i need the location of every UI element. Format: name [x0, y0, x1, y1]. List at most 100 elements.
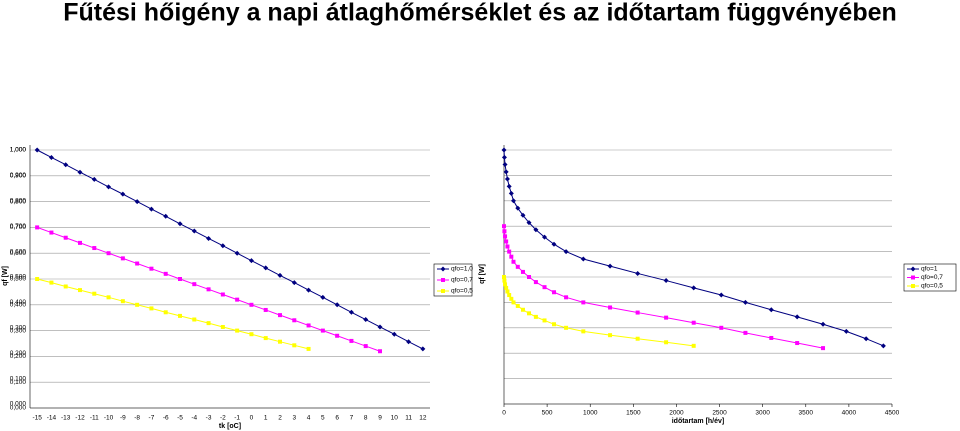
marker: [320, 294, 326, 300]
marker: [206, 287, 211, 292]
marker: [506, 183, 512, 189]
x-tick-label: 2: [278, 415, 282, 422]
marker: [504, 239, 509, 244]
marker: [520, 212, 526, 218]
marker: [527, 311, 532, 316]
marker: [291, 280, 297, 286]
marker: [334, 302, 340, 308]
marker: [911, 284, 915, 288]
marker: [503, 282, 508, 287]
marker: [502, 229, 507, 234]
marker: [504, 285, 509, 290]
x-tick-label: 1: [264, 415, 268, 422]
x-tick-label: 5: [321, 415, 325, 422]
marker: [820, 321, 826, 327]
marker: [542, 285, 547, 290]
marker: [564, 325, 569, 330]
x-tick-label: 3: [292, 415, 296, 422]
marker: [691, 285, 697, 291]
marker: [163, 271, 168, 276]
x-tick-label: -15: [32, 415, 42, 422]
marker: [306, 346, 311, 351]
marker: [377, 324, 383, 330]
x-tick-label: -2: [220, 415, 226, 422]
x-tick-label: 12: [419, 415, 427, 422]
legend-label: qfo=1,0: [451, 266, 473, 273]
marker: [391, 331, 397, 337]
marker: [92, 246, 97, 251]
y-tick-label: 0,700: [10, 224, 27, 231]
x-tick-label: -7: [149, 415, 155, 422]
marker: [192, 317, 197, 322]
y-tick-label: 1,000: [10, 147, 27, 154]
slide-title: Fűtési hőigény a napi átlaghőmérséklet é…: [63, 0, 897, 27]
marker: [263, 265, 269, 271]
marker: [507, 249, 512, 254]
x-tick-label: 2500: [712, 410, 727, 417]
marker: [149, 266, 154, 271]
marker: [363, 344, 368, 349]
marker: [509, 296, 514, 301]
x-tick-label: 1000: [583, 410, 598, 417]
marker: [134, 199, 140, 205]
marker: [607, 263, 613, 269]
marker: [520, 307, 525, 312]
marker: [743, 330, 748, 335]
marker: [742, 299, 748, 305]
marker: [551, 241, 557, 247]
marker: [505, 289, 510, 294]
series-line: [503, 276, 694, 347]
y-tick-label: 0,200: [10, 353, 27, 360]
y-tick-label: 0,400: [10, 302, 27, 309]
marker: [795, 341, 800, 346]
marker: [177, 221, 183, 227]
y-tick-label: 0,900: [10, 172, 27, 179]
marker: [502, 278, 507, 283]
marker: [511, 259, 516, 264]
marker: [106, 295, 111, 300]
marker: [292, 318, 297, 323]
marker: [249, 302, 254, 307]
marker: [163, 213, 169, 219]
marker: [769, 335, 774, 340]
y-axis-title: qf [W]: [479, 264, 486, 284]
marker: [509, 254, 514, 259]
x-tick-label: 4500: [885, 410, 900, 417]
x-axis-title: időtartam [h/év]: [672, 418, 725, 425]
y-tick-label: 0,200: [10, 350, 27, 357]
x-tick-label: 8: [364, 415, 368, 422]
marker: [63, 162, 69, 168]
x-tick-label: 3500: [799, 410, 814, 417]
x-tick-label: -6: [163, 415, 169, 422]
marker: [106, 251, 111, 256]
marker: [440, 266, 446, 272]
series-line: [503, 149, 884, 347]
marker: [278, 313, 282, 318]
marker: [49, 230, 54, 235]
marker: [49, 280, 54, 285]
marker: [234, 250, 240, 256]
x-tick-label: 7: [350, 415, 354, 422]
marker: [292, 343, 297, 348]
x-tick-label: -13: [61, 415, 71, 422]
marker: [235, 297, 240, 302]
marker: [120, 256, 125, 261]
legend-label: qfo=1: [921, 266, 938, 273]
marker: [48, 154, 54, 160]
marker: [911, 275, 915, 280]
x-tick-label: 0: [250, 415, 254, 422]
marker: [349, 338, 354, 343]
marker: [502, 161, 508, 167]
x-tick-label: -10: [104, 415, 114, 422]
marker: [503, 169, 509, 175]
legend-label: qfo=0,5: [451, 288, 473, 295]
x-tick-label: 500: [542, 410, 553, 417]
marker: [501, 147, 507, 153]
marker: [120, 191, 126, 197]
series-line: [36, 149, 424, 350]
marker: [120, 299, 125, 304]
x-tick-label: 11: [405, 415, 412, 422]
marker: [520, 269, 525, 274]
marker: [511, 300, 516, 305]
marker: [503, 234, 508, 239]
